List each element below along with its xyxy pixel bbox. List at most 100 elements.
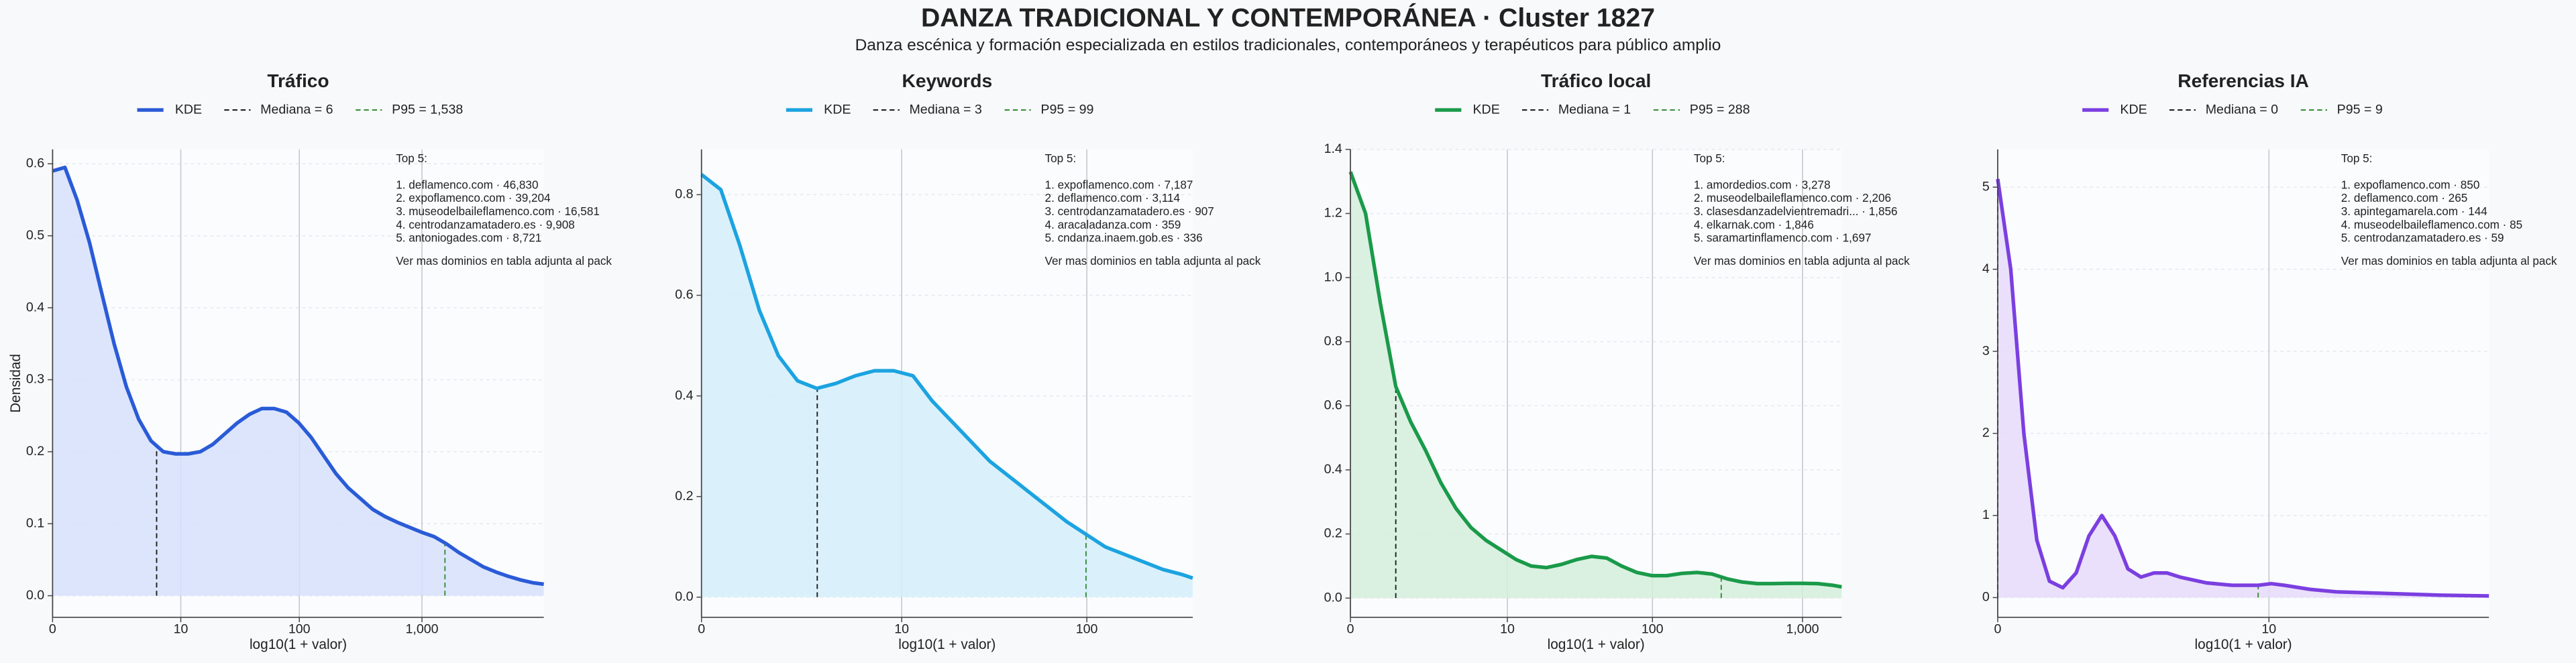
x-tick-label: 1,000 xyxy=(1786,621,1819,636)
y-tick-label: 4 xyxy=(1982,261,1990,276)
annotation-item: 5. centrodanzamatadero.es · 59 xyxy=(2341,231,2504,245)
legend-label: KDE xyxy=(824,102,851,117)
annotation-note: Ver mas dominios en tabla adjunta al pac… xyxy=(396,254,612,267)
kde-area xyxy=(52,167,544,596)
y-tick-label: 0.6 xyxy=(1324,398,1342,412)
chart-panel: Keywords 0.0 0.2 0.4 0.6 0.8 0 10 100 log10(1 + v… xyxy=(675,70,1260,652)
x-tick-label: 0 xyxy=(1347,621,1354,636)
kde-area xyxy=(701,174,1193,597)
legend-label: P95 = 9 xyxy=(2337,102,2383,117)
annotation-item: 5. saramartinflamenco.com · 1,697 xyxy=(1694,231,1872,245)
x-tick-label: 100 xyxy=(288,621,311,636)
y-axis-label: Densidad xyxy=(8,354,23,413)
annotation-title: Top 5: xyxy=(2341,152,2373,165)
chart-title: Tráfico xyxy=(267,70,329,91)
legend-label: KDE xyxy=(175,102,202,117)
y-tick-label: 0.6 xyxy=(675,288,693,302)
legend-label: Mediana = 1 xyxy=(1558,102,1631,117)
annotation-note: Ver mas dominios en tabla adjunta al pac… xyxy=(2341,254,2557,267)
chart-title: Keywords xyxy=(902,70,993,91)
x-tick-label: 10 xyxy=(1500,621,1515,636)
kde-line xyxy=(52,166,544,587)
y-tick-label: 5 xyxy=(1982,179,1990,194)
y-tick-label: 0.0 xyxy=(26,588,44,603)
y-tick-label: 2 xyxy=(1982,426,1990,440)
annotation-item: 2. museodelbaileflamenco.com · 2,206 xyxy=(1694,191,1891,204)
kde-line xyxy=(700,173,1193,580)
kde-line xyxy=(1996,178,2489,598)
annotation-item: 2. deflamenco.com · 265 xyxy=(2341,191,2467,204)
annotation-item: 3. centrodanzamatadero.es · 907 xyxy=(1045,204,1214,218)
annotation-item: 4. aracaladanza.com · 359 xyxy=(1045,218,1181,231)
y-tick-label: 3 xyxy=(1982,343,1990,358)
plot-area xyxy=(1997,149,2489,617)
legend-label: P95 = 99 xyxy=(1040,102,1093,117)
y-tick-label: 0.4 xyxy=(1324,462,1342,477)
x-axis-label: log10(1 + valor) xyxy=(1548,637,1645,652)
y-tick-label: 0.5 xyxy=(26,228,44,243)
x-tick-label: 100 xyxy=(1642,621,1664,636)
chart-panel: Tráfico 0.0 0.1 0.2 0.3 0.4 0.5 0.6 0 10 100 1,000 l… xyxy=(8,70,612,652)
annotation-item: 3. museodelbaileflamenco.com · 16,581 xyxy=(396,204,600,218)
legend-label: P95 = 288 xyxy=(1690,102,1750,117)
annotation-note: Ver mas dominios en tabla adjunta al pac… xyxy=(1694,254,1910,267)
x-axis-label: log10(1 + valor) xyxy=(250,637,347,652)
y-tick-label: 1.0 xyxy=(1324,269,1342,284)
kde-area xyxy=(1350,172,1842,599)
annotation-title: Top 5: xyxy=(1694,152,1725,165)
x-tick-label: 0 xyxy=(698,621,705,636)
y-tick-label: 1 xyxy=(1982,507,1990,522)
y-tick-label: 0.1 xyxy=(26,516,44,530)
annotation-item: 5. cndanza.inaem.gob.es · 336 xyxy=(1045,231,1203,245)
y-tick-label: 0.8 xyxy=(675,187,693,202)
annotation-item: 4. elkarnak.com · 1,846 xyxy=(1694,218,1814,231)
chart-title: Tráfico local xyxy=(1541,70,1651,91)
x-tick-label: 10 xyxy=(174,621,189,636)
x-tick-label: 10 xyxy=(894,621,909,636)
y-tick-label: 0.2 xyxy=(1324,526,1342,541)
annotation-item: 1. amordedios.com · 3,278 xyxy=(1694,178,1831,191)
y-tick-label: 0.8 xyxy=(1324,334,1342,349)
legend-label: KDE xyxy=(1473,102,1500,117)
x-tick-label: 1,000 xyxy=(406,621,439,636)
y-tick-label: 1.2 xyxy=(1324,206,1342,221)
y-tick-label: 0.2 xyxy=(675,489,693,503)
annotation-title: Top 5: xyxy=(396,152,427,165)
x-axis-label: log10(1 + valor) xyxy=(2195,637,2292,652)
y-tick-label: 1.4 xyxy=(1324,141,1342,156)
annotation-item: 2. deflamenco.com · 3,114 xyxy=(1045,191,1181,204)
x-tick-label: 10 xyxy=(2261,621,2276,636)
y-tick-label: 0.4 xyxy=(26,300,44,314)
annotation-item: 5. antoniogades.com · 8,721 xyxy=(396,231,541,245)
annotation-item: 1. expoflamenco.com · 7,187 xyxy=(1045,178,1193,191)
chart-panel: Tráfico local 0.0 0.2 0.4 0.6 0.8 1.0 1.2 1.4 0 10… xyxy=(1324,70,1910,652)
legend-label: KDE xyxy=(2120,102,2147,117)
annotation-item: 4. museodelbaileflamenco.com · 85 xyxy=(2341,218,2522,231)
kde-line xyxy=(1348,171,1842,589)
legend-label: Mediana = 6 xyxy=(260,102,333,117)
legend-label: P95 = 1,538 xyxy=(392,102,463,117)
y-tick-label: 0.0 xyxy=(675,589,693,604)
annotation-item: 2. expoflamenco.com · 39,204 xyxy=(396,191,551,204)
x-tick-label: 100 xyxy=(1076,621,1098,636)
legend-label: Mediana = 3 xyxy=(910,102,982,117)
y-tick-label: 0 xyxy=(1982,590,1990,605)
legend-label: Mediana = 0 xyxy=(2206,102,2278,117)
annotation-title: Top 5: xyxy=(1045,152,1077,165)
y-tick-label: 0.4 xyxy=(675,388,693,403)
x-tick-label: 0 xyxy=(1994,621,2002,636)
y-tick-label: 0.3 xyxy=(26,372,44,387)
chart-title: Referencias IA xyxy=(2178,70,2309,91)
annotation-item: 1. deflamenco.com · 46,830 xyxy=(396,178,538,191)
y-tick-label: 0.0 xyxy=(1324,590,1342,605)
annotation-item: 1. expoflamenco.com · 850 xyxy=(2341,178,2480,191)
annotation-item: 3. clasesdanzadelvientremadri... · 1,856 xyxy=(1694,204,1898,218)
annotation-note: Ver mas dominios en tabla adjunta al pac… xyxy=(1045,254,1261,267)
x-axis-label: log10(1 + valor) xyxy=(898,637,996,652)
page-subtitle: Danza escénica y formación especializada… xyxy=(855,36,1721,54)
y-tick-label: 0.6 xyxy=(26,156,44,171)
page-title: DANZA TRADICIONAL Y CONTEMPORÁNEA · Clus… xyxy=(921,3,1655,33)
annotation-item: 3. apintegamarela.com · 144 xyxy=(2341,204,2487,218)
